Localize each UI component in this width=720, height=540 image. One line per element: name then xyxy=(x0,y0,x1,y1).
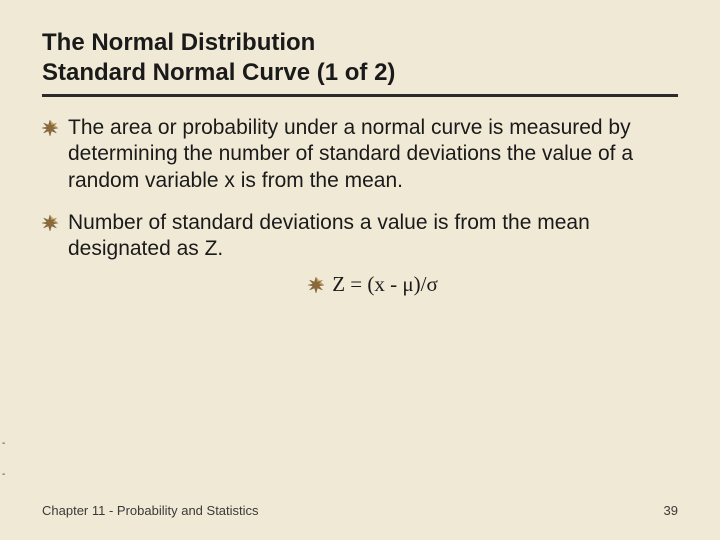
footer-page-number: 39 xyxy=(664,503,678,518)
starburst-icon xyxy=(42,215,58,231)
title-line-1: The Normal Distribution xyxy=(42,28,678,58)
margin-mark: - xyxy=(2,469,5,480)
slide: The Normal Distribution Standard Normal … xyxy=(0,0,720,540)
slide-title: The Normal Distribution Standard Normal … xyxy=(42,28,678,88)
title-line-2: Standard Normal Curve (1 of 2) xyxy=(42,58,678,88)
starburst-icon xyxy=(42,120,58,136)
list-item: Number of standard deviations a value is… xyxy=(42,210,678,298)
list-item: The area or probability under a normal c… xyxy=(42,115,678,194)
starburst-icon xyxy=(308,277,324,293)
list-item: Z = (x - μ)/σ xyxy=(308,272,438,297)
bullet-content: Number of standard deviations a value is… xyxy=(68,210,678,298)
footer-chapter: Chapter 11 - Probability and Statistics xyxy=(42,503,259,518)
bullet-list: The area or probability under a normal c… xyxy=(42,115,678,297)
title-underline xyxy=(42,94,678,97)
slide-footer: Chapter 11 - Probability and Statistics … xyxy=(42,503,678,518)
left-margin-marks: - - xyxy=(2,438,5,480)
bullet-text: Number of standard deviations a value is… xyxy=(68,211,590,260)
bullet-text: The area or probability under a normal c… xyxy=(68,115,678,194)
margin-mark: - xyxy=(2,438,5,449)
sub-bullet-list: Z = (x - μ)/σ xyxy=(68,272,678,297)
formula-text: Z = (x - μ)/σ xyxy=(332,272,438,297)
